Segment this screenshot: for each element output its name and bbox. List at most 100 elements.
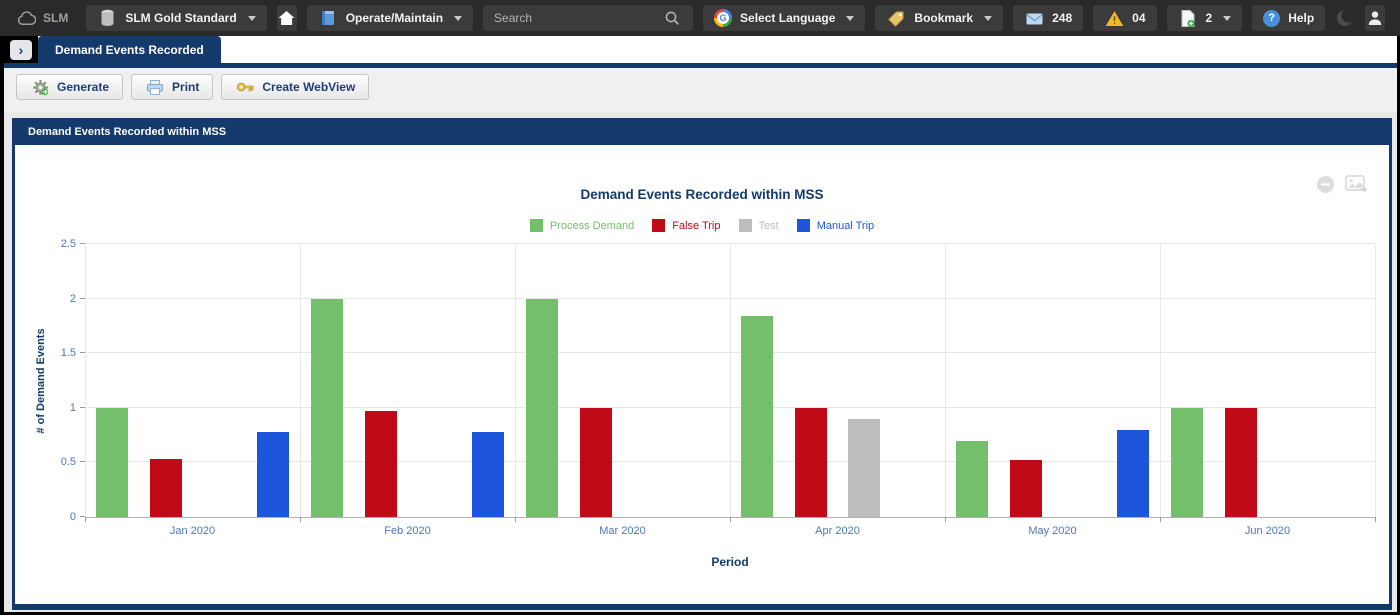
- chevron-down-icon: [454, 16, 462, 21]
- panel-header: Demand Events Recorded within MSS: [15, 118, 1389, 145]
- x-label-jan-2020: Jan 2020: [85, 525, 300, 537]
- cloud-icon: [16, 8, 36, 28]
- print-label: Print: [172, 80, 199, 94]
- bar-false-trip-jan-2020[interactable]: [150, 459, 182, 517]
- language-selector-label: Select Language: [740, 11, 835, 25]
- gridline-x-6: [1375, 245, 1376, 517]
- bar-process-demand-may-2020[interactable]: [956, 441, 988, 517]
- home-icon: [277, 8, 297, 28]
- demand-events-chart: Demand Events Recorded within MSS Proces…: [15, 145, 1389, 604]
- legend-item-manual-trip[interactable]: Manual Trip: [797, 219, 874, 232]
- create-webview-label: Create WebView: [262, 80, 355, 94]
- generate-gear-icon: [30, 77, 50, 97]
- gridline-x-0: [85, 245, 86, 517]
- search-box[interactable]: [483, 5, 693, 31]
- bar-test-apr-2020[interactable]: [848, 419, 880, 517]
- help-button[interactable]: ? Help: [1252, 5, 1325, 31]
- x-tick-6: [1375, 517, 1376, 522]
- x-tick-5: [1160, 517, 1161, 522]
- home-button[interactable]: [277, 5, 297, 31]
- x-tick-3: [730, 517, 731, 522]
- chevron-down-icon: [1223, 16, 1231, 21]
- legend-swatch-manual-trip: [797, 219, 810, 232]
- x-tick-2: [515, 517, 516, 522]
- bar-manual-trip-may-2020[interactable]: [1117, 430, 1149, 517]
- bar-process-demand-mar-2020[interactable]: [526, 299, 558, 517]
- legend-item-process-demand[interactable]: Process Demand: [530, 219, 634, 232]
- chevron-down-icon: [984, 16, 992, 21]
- report-toolbar: Generate Print Create WebView: [4, 68, 1397, 112]
- alerts-button[interactable]: 04: [1093, 5, 1156, 31]
- tab-bar: › Demand Events Recorded: [4, 36, 1397, 63]
- bar-false-trip-apr-2020[interactable]: [795, 408, 827, 517]
- x-label-apr-2020: Apr 2020: [730, 525, 945, 537]
- legend-swatch-false-trip: [652, 219, 665, 232]
- create-webview-button[interactable]: Create WebView: [221, 74, 369, 100]
- bar-manual-trip-jan-2020[interactable]: [257, 432, 289, 517]
- plot-area: 00.511.522.5: [85, 245, 1375, 518]
- tab-bar-left: ›: [4, 36, 38, 63]
- legend-item-test[interactable]: Test: [739, 219, 779, 232]
- tab-demand-events-recorded[interactable]: Demand Events Recorded: [38, 36, 221, 63]
- search-icon[interactable]: [662, 8, 682, 28]
- y-tick-2.5: [80, 243, 85, 244]
- gridline-x-2: [515, 245, 516, 517]
- y-tick-label-2: 2: [70, 293, 76, 305]
- user-menu-button[interactable]: [1365, 5, 1385, 31]
- language-selector[interactable]: G Select Language: [703, 5, 865, 31]
- chevron-down-icon: [248, 16, 256, 21]
- page-background: Demand Events Recorded within MSS Demand…: [4, 112, 1397, 612]
- x-label-jun-2020: Jun 2020: [1160, 525, 1375, 537]
- x-tick-1: [300, 517, 301, 522]
- y-axis-title: # of Demand Events: [35, 328, 47, 433]
- legend-swatch-test: [739, 219, 752, 232]
- legend-label-test: Test: [759, 220, 779, 232]
- x-label-feb-2020: Feb 2020: [300, 525, 515, 537]
- database-icon: [97, 8, 117, 28]
- module-selector[interactable]: Operate/Maintain: [307, 5, 473, 31]
- bookmark-label: Bookmark: [914, 11, 973, 25]
- bar-manual-trip-feb-2020[interactable]: [472, 432, 504, 517]
- x-tick-0: [85, 517, 86, 522]
- legend-label-manual-trip: Manual Trip: [817, 220, 874, 232]
- panel-header-title: Demand Events Recorded within MSS: [28, 126, 226, 138]
- screen: SLM SLM Gold Standard Operate/Maintain: [0, 0, 1400, 615]
- gridline-x-5: [1160, 245, 1161, 517]
- bar-false-trip-feb-2020[interactable]: [365, 411, 397, 517]
- gridline-x-3: [730, 245, 731, 517]
- bar-false-trip-mar-2020[interactable]: [580, 408, 612, 517]
- module-selector-label: Operate/Maintain: [346, 11, 443, 25]
- database-selector[interactable]: SLM Gold Standard: [86, 5, 266, 31]
- app-logo[interactable]: SLM: [16, 8, 68, 28]
- bar-process-demand-jun-2020[interactable]: [1171, 408, 1203, 517]
- bar-process-demand-feb-2020[interactable]: [311, 299, 343, 517]
- moon-icon: [1335, 8, 1355, 28]
- bar-process-demand-apr-2020[interactable]: [741, 316, 773, 517]
- bar-false-trip-jun-2020[interactable]: [1225, 408, 1257, 517]
- documents-menu[interactable]: 2: [1167, 5, 1243, 31]
- search-input[interactable]: [494, 11, 654, 25]
- legend-item-false-trip[interactable]: False Trip: [652, 219, 720, 232]
- bar-false-trip-may-2020[interactable]: [1010, 460, 1042, 517]
- messages-button[interactable]: 248: [1013, 5, 1083, 31]
- chevron-down-icon: [846, 16, 854, 21]
- print-button[interactable]: Print: [131, 74, 213, 100]
- app-logo-text: SLM: [43, 11, 68, 25]
- documents-count: 2: [1206, 11, 1213, 25]
- bookmark-menu[interactable]: Bookmark: [875, 5, 1003, 31]
- theme-toggle-button[interactable]: [1335, 5, 1355, 31]
- bar-process-demand-jan-2020[interactable]: [96, 408, 128, 517]
- y-tick-label-1.5: 1.5: [61, 347, 76, 359]
- help-label: Help: [1288, 11, 1314, 25]
- tab-title: Demand Events Recorded: [55, 43, 204, 57]
- topbar: SLM SLM Gold Standard Operate/Maintain: [0, 0, 1400, 36]
- x-label-may-2020: May 2020: [945, 525, 1160, 537]
- report-panel: Demand Events Recorded within MSS Demand…: [12, 118, 1392, 610]
- panel-body: Demand Events Recorded within MSS Proces…: [15, 145, 1389, 604]
- x-tick-4: [945, 517, 946, 522]
- y-tick-label-0.5: 0.5: [61, 456, 76, 468]
- expand-chevron-button[interactable]: ›: [10, 40, 32, 60]
- database-selector-label: SLM Gold Standard: [125, 11, 236, 25]
- mail-icon: [1024, 8, 1044, 28]
- generate-button[interactable]: Generate: [16, 74, 123, 100]
